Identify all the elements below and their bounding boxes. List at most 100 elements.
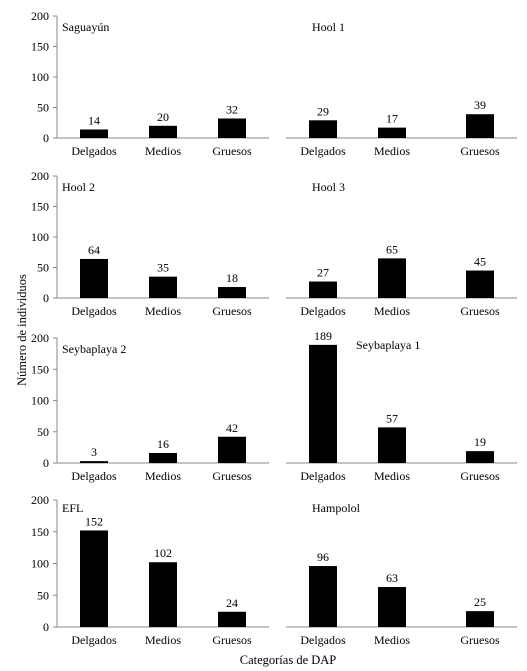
panel-7-value-label: 24 [226,596,238,610]
panel-6-category-label: Medios [374,469,410,483]
panel-5-value-label: 16 [157,437,169,451]
panel-8-value-label: 25 [474,595,486,609]
panel-2-category-label: Medios [374,144,410,158]
panel-3-category-label: Delgados [71,304,117,318]
panel-7-bar [149,562,177,627]
panel-7-y-tick-label: 200 [31,493,49,507]
panel-1-bar [80,129,108,138]
panel-3-bar [149,276,177,298]
panel-8-category-label: Gruesos [460,633,500,647]
panel-1-value-label: 32 [226,102,238,116]
panel-6-category-label: Delgados [300,469,346,483]
panel-8-bar [466,611,494,627]
panel-3-category-label: Medios [145,304,181,318]
panel-5-y-tick-label: 150 [31,362,49,376]
panel-8-title: Hampolol [312,501,361,515]
panel-3-y-tick-label: 200 [31,169,49,183]
panel-4-value-label: 65 [386,242,398,256]
panel-2-bar [309,120,337,138]
panel-7-title: EFL [62,501,83,515]
panel-1-y-tick-label: 200 [31,9,49,23]
panel-1-bar [218,118,246,138]
panel-5-value-label: 42 [226,421,238,435]
panel-2-category-label: Gruesos [460,144,500,158]
panel-1-category-label: Medios [145,144,181,158]
panel-3-title: Hool 2 [62,180,95,194]
panel-4-title: Hool 3 [312,180,345,194]
panel-2-bar [378,127,406,138]
panel-6-title: Seybaplaya 1 [356,338,420,352]
panel-3-value-label: 64 [88,243,100,257]
panel-8-value-label: 96 [317,550,329,564]
panel-5-y-tick-label: 50 [37,425,49,439]
panel-6-bar [378,427,406,463]
panel-3-y-tick-label: 0 [43,291,49,305]
panel-5-y-tick-label: 100 [31,394,49,408]
panel-2-value-label: 17 [386,112,398,126]
panel-1-y-tick-label: 50 [37,101,49,115]
panel-5-category-label: Medios [145,469,181,483]
panel-4-category-label: Medios [374,304,410,318]
panel-7-value-label: 152 [85,514,103,528]
panel-3-y-tick-label: 100 [31,230,49,244]
panel-8-value-label: 63 [386,571,398,585]
panel-4-bar [466,270,494,298]
panel-4-value-label: 27 [317,266,329,280]
panel-4-category-label: Gruesos [460,304,500,318]
panel-7-y-tick-label: 0 [43,620,49,634]
panel-1-y-tick-label: 100 [31,70,49,84]
panel-1-category-label: Gruesos [212,144,252,158]
panel-5-category-label: Delgados [71,469,117,483]
panel-1-bar [149,125,177,138]
panel-3-bar [80,258,108,298]
panel-3-value-label: 18 [226,271,238,285]
panel-5-bar [80,461,108,463]
panel-5-value-label: 3 [91,445,97,459]
panel-5-bar [218,436,246,463]
panel-4-bar [378,258,406,298]
panel-3-bar [218,287,246,298]
panel-6-category-label: Gruesos [460,469,500,483]
panel-8-bar [309,566,337,627]
panel-1-title: Saguayún [62,20,109,34]
x-axis-title: Categorías de DAP [240,653,337,667]
panel-7-category-label: Gruesos [212,633,252,647]
panel-1-value-label: 20 [157,110,169,124]
panel-6-bar [466,451,494,463]
panel-7-y-tick-label: 150 [31,525,49,539]
panel-7-y-tick-label: 100 [31,557,49,571]
panel-8-category-label: Delgados [300,633,346,647]
panel-3-y-tick-label: 150 [31,200,49,214]
panel-2-title: Hool 1 [312,20,345,34]
panel-6-value-label: 189 [314,329,332,343]
panel-7-value-label: 102 [154,546,172,560]
panel-7-y-tick-label: 50 [37,588,49,602]
y-axis-title: Número de individuos [15,274,29,386]
panel-6-value-label: 57 [386,411,398,425]
panel-7-category-label: Delgados [71,633,117,647]
panel-1-y-tick-label: 150 [31,40,49,54]
panel-2-value-label: 29 [317,104,329,118]
panel-5-y-tick-label: 0 [43,456,49,470]
panel-1-y-tick-label: 0 [43,131,49,145]
panel-8-category-label: Medios [374,633,410,647]
panel-4-bar [309,281,337,298]
panel-2-bar [466,114,494,138]
panel-6-bar [309,344,337,463]
panel-5-title: Seybaplaya 2 [62,342,126,356]
panel-5-category-label: Gruesos [212,469,252,483]
panel-4-value-label: 45 [474,255,486,269]
panel-1-value-label: 14 [88,113,100,127]
panel-5-bar [149,453,177,463]
panel-7-bar [218,611,246,627]
panel-1-category-label: Delgados [71,144,117,158]
panel-6-value-label: 19 [474,435,486,449]
panel-3-value-label: 35 [157,261,169,275]
panel-3-y-tick-label: 50 [37,261,49,275]
panel-7-bar [80,530,108,627]
panel-5-y-tick-label: 200 [31,331,49,345]
panel-4-category-label: Delgados [300,304,346,318]
panel-2-value-label: 39 [474,98,486,112]
panel-2-category-label: Delgados [300,144,346,158]
